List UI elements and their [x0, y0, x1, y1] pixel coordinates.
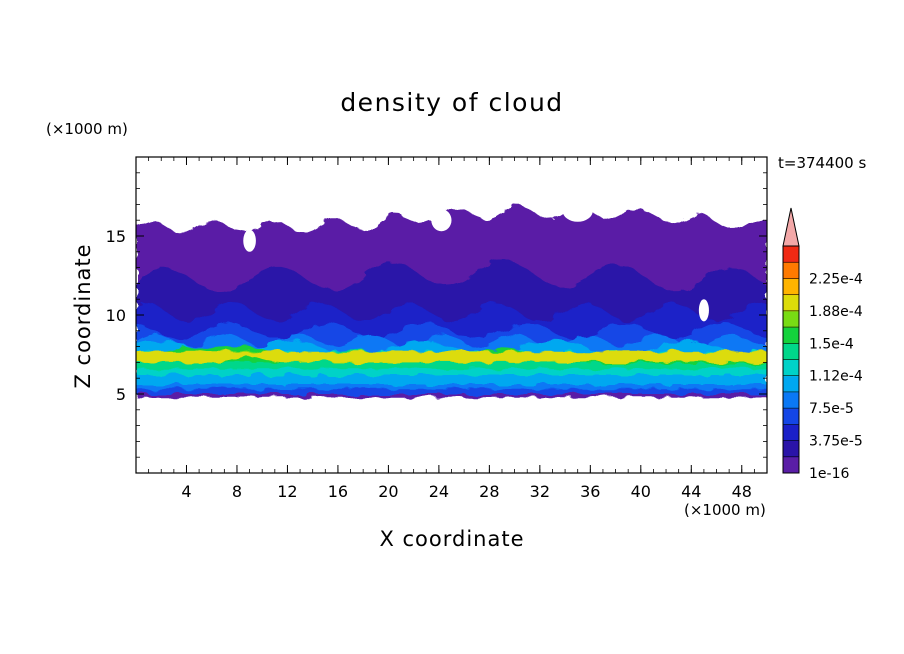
- x-tick-label: 44: [681, 482, 701, 501]
- y-tick-label: 15: [106, 227, 126, 246]
- y-axis-label: Z coordinate: [71, 243, 95, 389]
- x-axis-label: X coordinate: [379, 527, 525, 551]
- x-tick-label: 28: [479, 482, 499, 501]
- colorbar-tick-label: 1.12e-4: [809, 369, 863, 385]
- clear-air-gap: [698, 299, 709, 322]
- colorbar-tick-label: 7.5e-5: [809, 401, 854, 417]
- colorbar-swatch: [783, 262, 799, 279]
- field-bands: [136, 205, 767, 398]
- colorbar-extend-triangle: [782, 207, 800, 247]
- x-tick-label: 4: [181, 482, 191, 501]
- colorbar-swatch: [783, 408, 799, 425]
- y-tick-label: 5: [116, 385, 126, 404]
- clear-air-gap: [748, 196, 767, 219]
- colorbar-tick-label: 1.88e-4: [809, 304, 863, 320]
- x-tick-label: 12: [277, 482, 297, 501]
- colorbar-swatch: [783, 375, 799, 393]
- colorbar-tick-label: 2.25e-4: [809, 271, 863, 287]
- colorbar-tick-label: 1e-16: [809, 466, 849, 482]
- cloud-density-field: [136, 185, 767, 398]
- x-tick-label: 16: [328, 482, 348, 501]
- clear-air-gap: [562, 199, 593, 222]
- colorbar-swatch: [783, 327, 799, 344]
- colorbar-swatch: [783, 294, 799, 312]
- x-unit-label: (×1000 m): [684, 501, 766, 519]
- clear-air-gap: [243, 229, 256, 252]
- x-tick-label: 20: [378, 482, 398, 501]
- colorbar-swatch: [783, 359, 799, 377]
- colorbar-swatch: [783, 456, 799, 474]
- colorbar-swatch: [783, 278, 799, 296]
- x-tick-label: 40: [631, 482, 651, 501]
- colorbar-swatch: [783, 391, 799, 409]
- band-level-11: [136, 351, 767, 363]
- clear-air-gap: [431, 209, 452, 232]
- time-label: t=374400 s: [778, 154, 867, 172]
- colorbar: 1e-16 3.75e-5 7.5e-5 1.12e-4 1.5e-4 1.88e-4 2.…: [782, 207, 863, 482]
- x-tick-label: 24: [429, 482, 449, 501]
- x-tick-label: 32: [530, 482, 550, 501]
- x-tick-label: 8: [232, 482, 242, 501]
- x-tick-label: 36: [580, 482, 600, 501]
- colorbar-swatch: [783, 310, 799, 328]
- colorbar-swatch: [783, 246, 799, 263]
- colorbar-swatch: [783, 440, 799, 458]
- colorbar-tick-label: 3.75e-5: [809, 434, 863, 450]
- colorbar-swatch: [783, 424, 799, 442]
- clear-air-gap: [356, 185, 420, 208]
- y-tick-label: 10: [106, 306, 126, 325]
- colorbar-tick-label: 1.5e-4: [809, 336, 854, 352]
- y-unit-label: (×1000 m): [46, 120, 128, 138]
- x-tick-label: 48: [732, 482, 752, 501]
- colorbar-swatch: [783, 343, 799, 360]
- clear-air-gaps: [243, 185, 767, 322]
- chart-title: density of cloud: [340, 88, 564, 117]
